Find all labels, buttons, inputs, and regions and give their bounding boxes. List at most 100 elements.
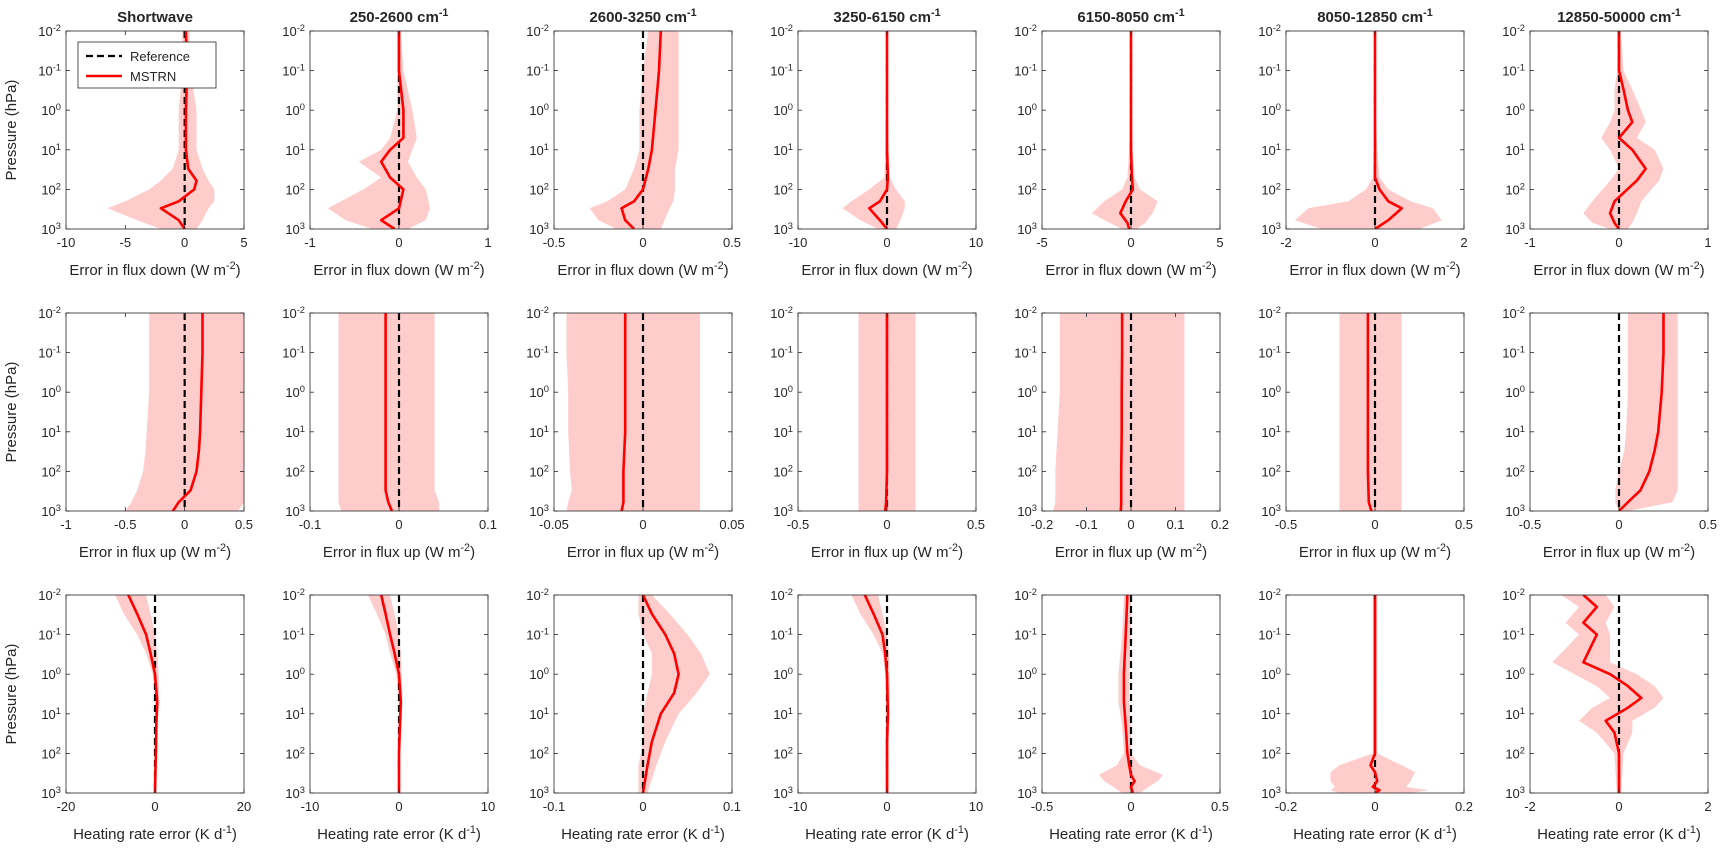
y-tick-label: 102 bbox=[1505, 181, 1525, 197]
y-tick-label: 10-1 bbox=[282, 63, 305, 79]
x-tick-label: 1 bbox=[1704, 235, 1711, 250]
x-axis-label: Heating rate error (K d-1) bbox=[1293, 824, 1457, 843]
y-tick-label: 100 bbox=[1017, 666, 1037, 682]
series-line-mstrn bbox=[1618, 313, 1665, 511]
y-tick-label: 10-1 bbox=[1014, 627, 1037, 643]
x-tick-label: 10 bbox=[969, 235, 983, 250]
y-tick-label: 100 bbox=[773, 384, 793, 400]
y-tick-label: 101 bbox=[1017, 142, 1037, 158]
y-tick-label: 100 bbox=[529, 102, 549, 118]
y-tick-label: 101 bbox=[1505, 706, 1525, 722]
y-tick-label: 100 bbox=[285, 384, 305, 400]
y-tick-label: 103 bbox=[41, 785, 61, 801]
x-tick-label: 0 bbox=[1371, 799, 1378, 814]
x-tick-label: 0 bbox=[883, 235, 890, 250]
x-tick-label: 0.5 bbox=[1211, 799, 1229, 814]
x-tick-label: 0.5 bbox=[1455, 517, 1473, 532]
legend-label: Reference bbox=[130, 49, 190, 64]
x-axis-label: Heating rate error (K d-1) bbox=[561, 824, 725, 843]
y-tick-label: 10-2 bbox=[1258, 587, 1281, 603]
x-tick-label: -0.5 bbox=[1275, 517, 1297, 532]
y-tick-label: 103 bbox=[1505, 221, 1525, 237]
panel-r1-c1: -0.1 0 0.1 10-2 10-1 100 101 102 103 Error in flu… bbox=[282, 305, 497, 561]
y-tick-label: 102 bbox=[285, 181, 305, 197]
column-title: 8050-12850 cm-1 bbox=[1317, 7, 1433, 26]
y-tick-label: 100 bbox=[1505, 102, 1525, 118]
x-tick-label: 0 bbox=[1371, 235, 1378, 250]
y-tick-label: 103 bbox=[285, 221, 305, 237]
y-tick-label: 103 bbox=[1261, 221, 1281, 237]
x-tick-label: 0 bbox=[181, 517, 188, 532]
y-tick-label: 10-2 bbox=[38, 305, 61, 321]
panel-r2-c4: -0.5 0 0.5 10-2 10-1 100 101 102 103 Heating rate… bbox=[1014, 587, 1229, 843]
x-axis-label: Error in flux down (W m-2) bbox=[1045, 260, 1216, 279]
panel-r0-c1: -1 0 1 10-2 10-1 100 101 102 103 Error in flux do… bbox=[282, 23, 491, 279]
x-tick-label: -10 bbox=[789, 799, 808, 814]
y-tick-label: 102 bbox=[1261, 181, 1281, 197]
x-axis-label: Error in flux down (W m-2) bbox=[313, 260, 484, 279]
y-tick-label: 10-1 bbox=[1502, 63, 1525, 79]
axes-box bbox=[65, 312, 245, 512]
x-tick-label: 0.5 bbox=[235, 517, 253, 532]
x-tick-label: 0.2 bbox=[1211, 517, 1229, 532]
y-tick-label: 103 bbox=[1017, 221, 1037, 237]
x-tick-label: 0 bbox=[883, 799, 890, 814]
x-tick-label: 0.2 bbox=[1455, 799, 1473, 814]
uncertainty-band bbox=[566, 313, 700, 511]
column-title: Shortwave bbox=[117, 9, 193, 26]
panel-r2-c0: -20 0 20 10-2 10-1 100 101 102 103 Heating rate e… bbox=[3, 587, 251, 843]
x-tick-label: 20 bbox=[237, 799, 251, 814]
y-tick-label: 101 bbox=[1505, 424, 1525, 440]
y-tick-label: 102 bbox=[1017, 463, 1037, 479]
y-tick-label: 10-1 bbox=[1014, 63, 1037, 79]
x-tick-label: 0 bbox=[1615, 517, 1622, 532]
series-line-mstrn bbox=[159, 31, 198, 229]
series-line-mstrn bbox=[379, 31, 405, 229]
y-tick-label: 10-2 bbox=[1258, 305, 1281, 321]
x-axis-label: Heating rate error (K d-1) bbox=[317, 824, 481, 843]
y-tick-label: 103 bbox=[1261, 503, 1281, 519]
y-tick-label: 10-2 bbox=[1014, 305, 1037, 321]
x-axis-label: Error in flux up (W m-2) bbox=[1055, 542, 1207, 561]
uncertainty-band bbox=[851, 595, 890, 793]
y-tick-label: 10-1 bbox=[282, 627, 305, 643]
y-tick-label: 100 bbox=[773, 102, 793, 118]
y-tick-label: 102 bbox=[773, 745, 793, 761]
x-axis-label: Error in flux up (W m-2) bbox=[79, 542, 231, 561]
x-tick-label: 0 bbox=[883, 517, 890, 532]
y-tick-label: 10-2 bbox=[1502, 23, 1525, 39]
x-tick-label: -2 bbox=[1524, 799, 1536, 814]
panel-r1-c0: -1 -0.5 0 0.5 10-2 10-1 100 101 102 103 Error in f… bbox=[3, 305, 253, 561]
x-tick-label: -0.5 bbox=[787, 517, 809, 532]
column-title: 250-2600 cm-1 bbox=[350, 7, 449, 26]
y-tick-label: 102 bbox=[1261, 745, 1281, 761]
y-tick-label: 10-2 bbox=[1502, 587, 1525, 603]
y-tick-label: 103 bbox=[1261, 785, 1281, 801]
y-tick-label: 103 bbox=[1017, 785, 1037, 801]
y-tick-label: 103 bbox=[529, 785, 549, 801]
series-line-mstrn bbox=[620, 31, 663, 229]
series-line-mstrn bbox=[1119, 31, 1135, 229]
y-tick-label: 10-2 bbox=[770, 587, 793, 603]
legend-label: MSTRN bbox=[130, 69, 176, 84]
x-tick-label: -1 bbox=[1524, 235, 1536, 250]
x-axis-label: Heating rate error (K d-1) bbox=[1537, 824, 1701, 843]
y-tick-label: 101 bbox=[285, 142, 305, 158]
y-tick-label: 10-1 bbox=[770, 627, 793, 643]
uncertainty-band bbox=[1583, 31, 1664, 229]
y-tick-label: 10-1 bbox=[1258, 627, 1281, 643]
x-tick-label: -5 bbox=[1036, 235, 1048, 250]
x-axis-label: Error in flux down (W m-2) bbox=[557, 260, 728, 279]
x-tick-label: -1 bbox=[60, 517, 72, 532]
legend: Reference MSTRN bbox=[77, 41, 217, 89]
y-axis-label: Pressure (hPa) bbox=[3, 362, 20, 463]
y-tick-label: 10-1 bbox=[1258, 63, 1281, 79]
panel-r2-c3: -10 0 10 10-2 10-1 100 101 102 103 Heating rate e… bbox=[770, 587, 983, 843]
series-line-mstrn bbox=[1373, 31, 1403, 229]
panel-r0-c2: -0.5 0 0.5 10-2 10-1 100 101 102 103 Error in flu… bbox=[526, 23, 741, 279]
x-tick-label: -20 bbox=[57, 799, 76, 814]
y-axis-label: Pressure (hPa) bbox=[3, 80, 20, 181]
y-tick-label: 100 bbox=[773, 666, 793, 682]
y-tick-label: 103 bbox=[285, 503, 305, 519]
